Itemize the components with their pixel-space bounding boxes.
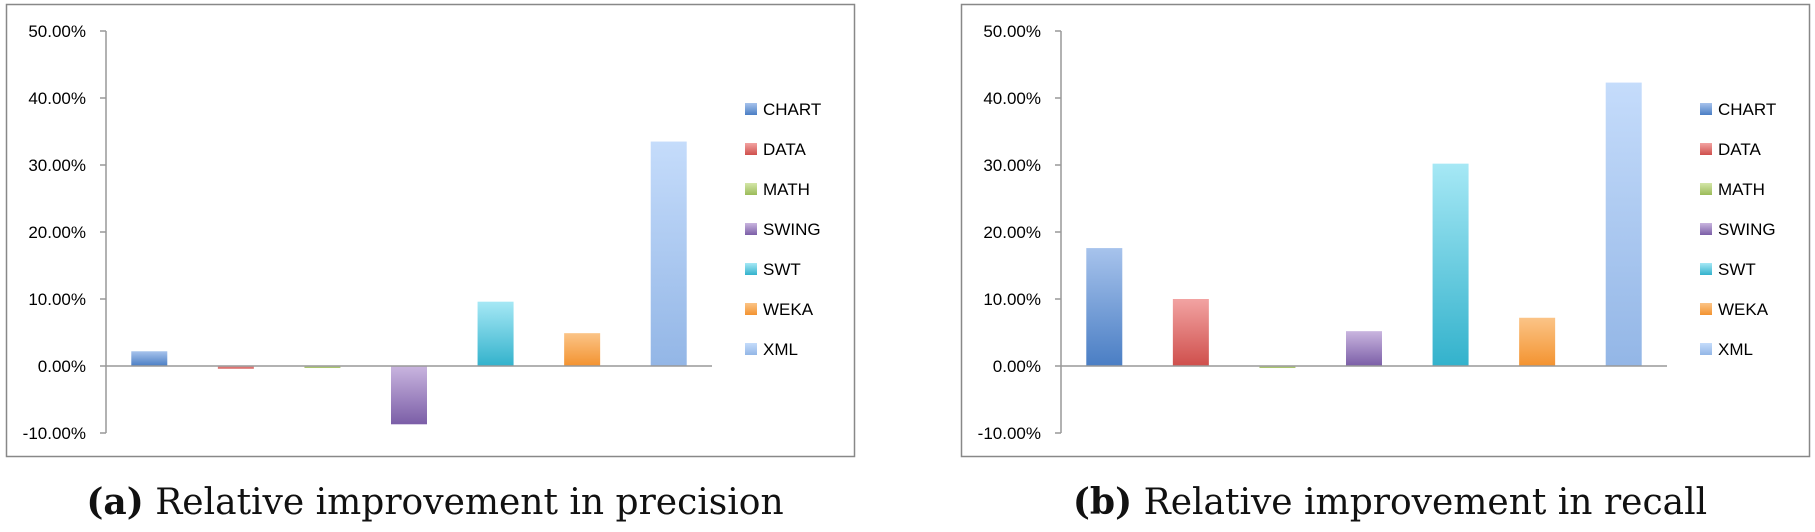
chart-panel-recall: -10.00% 0.00% 10.00% 20.00% 30.00% 40.00% 50.0… bbox=[955, 0, 1815, 532]
legend-label-math: MATH bbox=[1718, 180, 1765, 199]
y-tick-label: 50.00% bbox=[983, 22, 1041, 41]
legend-label-weka: WEKA bbox=[763, 300, 814, 319]
legend-swatch-swt bbox=[745, 263, 757, 275]
y-tick-label: 0.00% bbox=[993, 357, 1041, 376]
bar-chart bbox=[131, 351, 168, 366]
caption-text: Relative improvement in recall bbox=[1132, 482, 1708, 523]
bar-data bbox=[217, 366, 254, 369]
bar-swing bbox=[391, 366, 427, 425]
legend-label-math: MATH bbox=[763, 180, 810, 199]
bar-xml bbox=[650, 141, 687, 366]
caption-precision: (a) Relative improvement in precision bbox=[0, 481, 870, 523]
chart-frame bbox=[5, 3, 856, 458]
legend-label-weka: WEKA bbox=[1718, 300, 1769, 319]
y-tick-label: 20.00% bbox=[28, 223, 86, 242]
caption-tag: (a) bbox=[86, 481, 144, 523]
bar-swt bbox=[1432, 163, 1469, 366]
y-tick-label: 0.00% bbox=[38, 357, 86, 376]
bar-weka bbox=[1519, 317, 1556, 366]
legend-swatch-data bbox=[1700, 143, 1712, 155]
legend-label-swt: SWT bbox=[763, 260, 801, 279]
legend-swatch-weka bbox=[745, 303, 757, 315]
legend-label-swt: SWT bbox=[1718, 260, 1756, 279]
legend-swatch-chart bbox=[745, 103, 757, 115]
bar-chart bbox=[1086, 248, 1123, 366]
precision-bar-chart: -10.00% 0.00% 10.00% 20.00% 30.00% 40.00% 50.0… bbox=[5, 3, 856, 458]
legend-swatch-xml bbox=[745, 343, 757, 355]
legend-label-chart: CHART bbox=[1718, 100, 1776, 119]
caption-text: Relative improvement in precision bbox=[143, 482, 784, 523]
legend-label-swing: SWING bbox=[1718, 220, 1776, 239]
bar-swing bbox=[1346, 331, 1382, 366]
legend-swatch-data bbox=[745, 143, 757, 155]
bar-xml bbox=[1605, 82, 1642, 366]
legend-swatch-xml bbox=[1700, 343, 1712, 355]
bar-weka bbox=[564, 333, 601, 366]
chart-panel-precision: -10.00% 0.00% 10.00% 20.00% 30.00% 40.00% 50.0… bbox=[0, 0, 870, 532]
legend-label-data: DATA bbox=[763, 140, 806, 159]
y-tick-label: -10.00% bbox=[23, 424, 86, 443]
legend-label-xml: XML bbox=[1718, 340, 1753, 359]
legend-swatch-swing bbox=[1700, 223, 1712, 235]
legend-swatch-swt bbox=[1700, 263, 1712, 275]
bar-data bbox=[1172, 299, 1209, 366]
y-tick-label: 50.00% bbox=[28, 22, 86, 41]
y-tick-label: -10.00% bbox=[978, 424, 1041, 443]
y-tick-label: 30.00% bbox=[28, 156, 86, 175]
y-tick-label: 10.00% bbox=[983, 290, 1041, 309]
y-tick-label: 20.00% bbox=[983, 223, 1041, 242]
bar-swt bbox=[477, 301, 514, 366]
recall-bar-chart: -10.00% 0.00% 10.00% 20.00% 30.00% 40.00% 50.0… bbox=[960, 3, 1811, 458]
y-tick-label: 30.00% bbox=[983, 156, 1041, 175]
caption-recall: (b) Relative improvement in recall bbox=[955, 481, 1815, 523]
y-tick-label: 10.00% bbox=[28, 290, 86, 309]
bar-math bbox=[304, 366, 341, 369]
legend-label-data: DATA bbox=[1718, 140, 1761, 159]
legend-swatch-math bbox=[745, 183, 757, 195]
y-tick-label: 40.00% bbox=[28, 89, 86, 108]
bar-math bbox=[1259, 366, 1296, 369]
legend-swatch-chart bbox=[1700, 103, 1712, 115]
caption-tag: (b) bbox=[1072, 481, 1133, 523]
legend-label-chart: CHART bbox=[763, 100, 821, 119]
legend-swatch-swing bbox=[745, 223, 757, 235]
legend-swatch-weka bbox=[1700, 303, 1712, 315]
legend-label-xml: XML bbox=[763, 340, 798, 359]
legend-swatch-math bbox=[1700, 183, 1712, 195]
y-tick-label: 40.00% bbox=[983, 89, 1041, 108]
legend-label-swing: SWING bbox=[763, 220, 821, 239]
chart-frame bbox=[960, 3, 1811, 458]
